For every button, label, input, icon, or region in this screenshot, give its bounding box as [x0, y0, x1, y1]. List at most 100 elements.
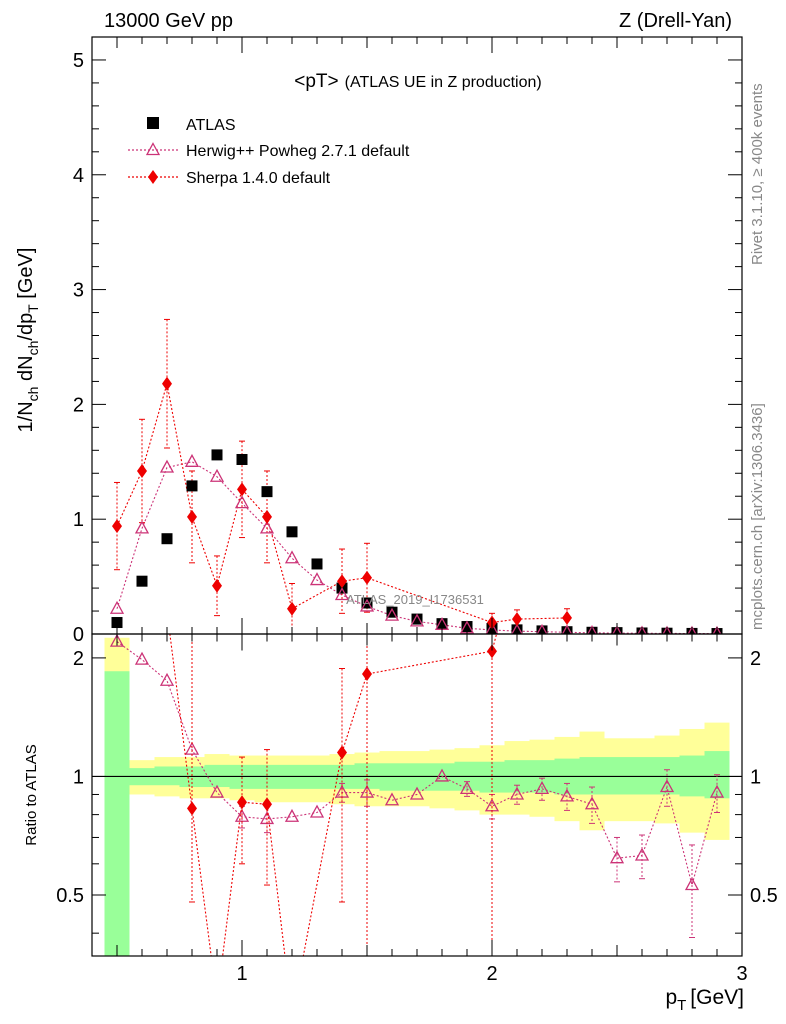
sherpa-ratio-point [362, 667, 372, 682]
herwig-point [511, 623, 523, 634]
herwig-ratio-line [116, 641, 718, 888]
herwig-point [485, 622, 499, 634]
sherpa-point [337, 574, 347, 589]
upper-ytick-label: 1 [73, 509, 84, 531]
herwig-ratio-point [284, 808, 300, 822]
legend-marker-herwig [145, 142, 161, 156]
herwig-ratio-point [559, 788, 575, 802]
axis-ticks: 0 1 2 3 4 5 1 2 3 0.5 0.5 1 1 2 2 [56, 36, 778, 985]
upper-ytick-label: 2 [73, 394, 84, 416]
herwig-ratio-errorbar [589, 786, 595, 824]
herwig-ratio-point [384, 792, 400, 806]
upper-ytick-label: 0 [73, 624, 84, 646]
ratio-bands [104, 637, 730, 956]
herwig-ratio-point [434, 768, 450, 782]
herwig-ratio-point [209, 784, 225, 798]
chart-title: <pT> (ATLAS UE in Z production) [294, 71, 541, 92]
legend-label-sherpa: Sherpa 1.4.0 default [186, 170, 331, 187]
herwig-ratio-point [184, 741, 200, 755]
ratio-ytick-label-right: 1 [750, 766, 761, 788]
atlas-point [236, 453, 248, 465]
sherpa-ratio-errorbar [489, 634, 495, 956]
herwig-point [536, 623, 548, 634]
sherpa-ratio-point [337, 745, 347, 760]
upper-ytick-label: 3 [73, 280, 84, 302]
herwig-point [209, 468, 225, 482]
herwig-ratio-point [134, 651, 150, 665]
ratio-band-green [654, 757, 680, 795]
x-axis-label: pT [GeV] [665, 986, 744, 1014]
ratio-band-green [604, 757, 630, 795]
herwig-ratio-errorbar [714, 774, 720, 813]
ratio-y-axis-label: Ratio to ATLAS [23, 744, 40, 845]
atlas-point [261, 486, 273, 498]
atlas-point [311, 558, 323, 570]
herwig-ratio-errorbar [614, 836, 620, 883]
sherpa-point [137, 463, 147, 478]
atlas-point [361, 597, 373, 609]
herwig-ratio-point [459, 781, 475, 795]
atlas-point [436, 618, 448, 630]
atlas-point [161, 533, 173, 545]
ratio-ytick-label-right: 0.5 [750, 885, 778, 907]
xtick-label: 2 [486, 963, 497, 985]
atlas-point [211, 449, 223, 461]
ratio-band-green [104, 671, 130, 956]
xtick-label: 1 [236, 963, 247, 985]
sherpa-ratio-point [262, 797, 272, 812]
sherpa-point [187, 509, 197, 524]
sherpa-point [287, 601, 297, 616]
herwig-ratio-point [534, 781, 550, 795]
ratio-ytick-label-left: 2 [73, 648, 84, 670]
herwig-ratio-point [509, 786, 525, 800]
sherpa-ratio-errorbar [264, 749, 270, 886]
chart-title-sub: (ATLAS UE in Z production) [345, 74, 542, 91]
herwig-ratio-point [609, 850, 625, 864]
herwig-point [284, 550, 300, 564]
header-right: Z (Drell-Yan) [619, 10, 732, 32]
atlas-point [461, 621, 473, 633]
herwig-ratio-errorbar [564, 782, 570, 811]
herwig-ratio-point [684, 877, 700, 891]
atlas-point [111, 617, 123, 629]
sherpa-point [362, 570, 372, 585]
sherpa-errorbar [114, 481, 120, 571]
herwig-ratio-errorbar [689, 844, 695, 938]
herwig-point [662, 625, 672, 634]
sherpa-ratio-errorbar [364, 634, 370, 956]
atlas-point [286, 526, 298, 538]
herwig-point [109, 600, 125, 614]
herwig-point [159, 459, 175, 473]
herwig-line [116, 461, 718, 634]
atlas-point [411, 613, 423, 625]
ratio-band-green [629, 757, 655, 795]
data-series [109, 318, 725, 956]
legend: ATLAS Herwig++ Powheg 2.7.1 default Sher… [128, 117, 410, 187]
xtick-label: 3 [736, 963, 747, 985]
herwig-ratio-point [409, 786, 425, 800]
legend-marker-sherpa [148, 170, 158, 184]
atlas-point [136, 575, 148, 587]
herwig-point [587, 624, 597, 634]
y-axis-label: 1/Nch dNch/dpT [GeV] [15, 248, 41, 433]
herwig-ratio-point [159, 672, 175, 686]
herwig-point [561, 624, 573, 634]
herwig-point [334, 587, 350, 601]
herwig-point [359, 598, 375, 612]
upper-ytick-label: 5 [73, 50, 84, 72]
sherpa-ratio-errorbar [339, 667, 345, 903]
sherpa-ratio-point [487, 644, 497, 659]
herwig-ratio-point [309, 804, 325, 818]
herwig-point [259, 520, 275, 534]
herwig-ratio-point [709, 784, 725, 798]
header-left: 13000 GeV pp [104, 10, 233, 32]
sherpa-ratio-line [169, 634, 498, 956]
herwig-ratio-errorbar [539, 777, 545, 801]
sherpa-ratio-point [187, 801, 197, 816]
atlas-point [386, 606, 398, 618]
herwig-point [612, 625, 622, 634]
sherpa-point [262, 509, 272, 524]
herwig-point [637, 625, 647, 634]
mcplots-text: mcplots.cern.ch [arXiv:1306.3436] [749, 403, 766, 630]
